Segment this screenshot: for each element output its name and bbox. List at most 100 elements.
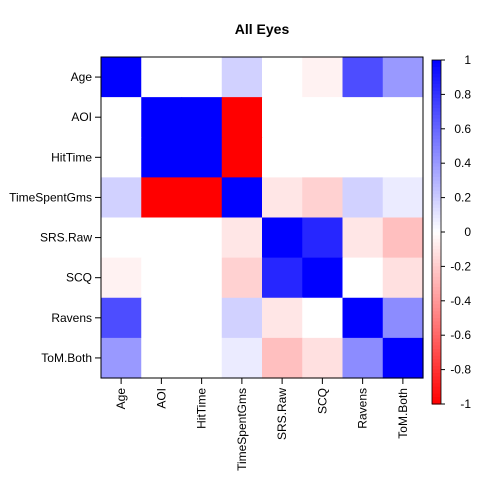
heatmap-cell <box>101 137 142 178</box>
x-tick-label: Ravens <box>356 388 370 429</box>
heatmap-cell <box>141 137 183 178</box>
colorbar-segment <box>432 300 441 305</box>
heatmap-cell <box>101 57 142 98</box>
heatmap-cell <box>181 57 223 98</box>
heatmap-cell <box>382 97 424 138</box>
heatmap-cell <box>302 257 344 299</box>
heatmap-cell <box>342 337 384 379</box>
heatmap-cell <box>221 257 263 299</box>
heatmap-cell <box>141 337 183 379</box>
colorbar-segment <box>432 225 441 230</box>
colorbar-segment <box>432 280 441 285</box>
heatmap-cell <box>101 97 142 138</box>
colorbar-segment <box>432 180 441 185</box>
y-tick-label: ToM.Both <box>41 351 92 365</box>
colorbar-tick-label: -0.6 <box>450 328 471 342</box>
heatmap-cell <box>221 137 263 178</box>
heatmap-cell <box>101 257 142 299</box>
colorbar-tick-label: -1 <box>460 397 471 411</box>
colorbar-segment <box>432 139 441 144</box>
colorbar-segment <box>432 283 441 288</box>
heatmap-cell <box>262 57 303 98</box>
colorbar-segment <box>432 390 441 395</box>
heatmap-cell <box>302 57 344 98</box>
heatmap-cell <box>382 297 424 339</box>
colorbar-segment <box>432 400 441 405</box>
colorbar-segment <box>432 121 441 126</box>
colorbar-segment <box>432 348 441 353</box>
heatmap-cell <box>342 57 384 98</box>
y-tick-label: AOI <box>71 110 92 124</box>
heatmap-cell <box>221 57 263 98</box>
heatmap-cell <box>262 97 303 138</box>
colorbar-segment <box>432 159 441 164</box>
colorbar-segment <box>432 249 441 254</box>
heatmap-cells <box>101 57 424 379</box>
heatmap-cell <box>141 297 183 339</box>
colorbar-segment <box>432 204 441 209</box>
colorbar-segment <box>432 218 441 223</box>
plot-frame <box>100 56 424 379</box>
colorbar-tick-label: -0.4 <box>450 294 471 308</box>
heatmap-cell <box>101 177 142 219</box>
heatmap-cell <box>181 177 223 219</box>
colorbar-segment <box>432 355 441 360</box>
colorbar-segment <box>432 60 441 65</box>
colorbar-segment <box>432 183 441 188</box>
colorbar-tick-label: -0.8 <box>450 363 471 377</box>
y-tick-label: TimeSpentGms <box>9 190 92 204</box>
heatmap-cell <box>342 137 384 178</box>
heatmap-cell <box>141 217 183 259</box>
heatmap-cell <box>382 57 424 98</box>
colorbar-segment <box>432 132 441 137</box>
colorbar-segment <box>432 293 441 298</box>
colorbar-segment <box>432 176 441 181</box>
y-tick-label: Ravens <box>51 311 92 325</box>
heatmap-cell <box>221 97 263 138</box>
colorbar-segment <box>432 214 441 219</box>
heatmap-cell <box>302 177 344 219</box>
colorbar-segment <box>432 297 441 302</box>
colorbar-segment <box>432 259 441 264</box>
heatmap-cell <box>342 177 384 219</box>
x-axis: Age AOI HitTime TimeSpentGms SRS.Raw SCQ Raven… <box>114 378 410 471</box>
colorbar-segment <box>432 221 441 226</box>
colorbar-segment <box>432 135 441 140</box>
heatmap-cell <box>342 217 384 259</box>
colorbar-segment <box>432 256 441 261</box>
heatmap-cell <box>101 337 142 379</box>
colorbar-segment <box>432 232 441 237</box>
colorbar-segment <box>432 266 441 271</box>
colorbar-segment <box>432 366 441 371</box>
y-tick-label: SRS.Raw <box>40 231 92 245</box>
x-tick-label: SCQ <box>315 388 329 414</box>
colorbar-segment <box>432 276 441 281</box>
colorbar-segment <box>432 321 441 326</box>
heatmap-cell <box>342 297 384 339</box>
heatmap-cell <box>141 177 183 219</box>
heatmap-cell <box>181 297 223 339</box>
heatmap-cell <box>262 177 303 219</box>
colorbar-segment <box>432 352 441 357</box>
colorbar-segment <box>432 331 441 336</box>
colorbar-segment <box>432 194 441 199</box>
colorbar-tick-label: 0.4 <box>454 156 471 170</box>
colorbar-segment <box>432 190 441 195</box>
heatmap-cell <box>382 137 424 178</box>
heatmap-cell <box>382 177 424 219</box>
colorbar-segment <box>432 273 441 278</box>
colorbar-segment <box>432 393 441 398</box>
colorbar-segment <box>432 152 441 157</box>
heatmap-cell <box>262 297 303 339</box>
colorbar: 1 0.8 0.6 0.4 0.2 0 -0.2 -0.4 -0.6 -0.8 -1 <box>431 53 471 411</box>
colorbar-segment <box>432 342 441 347</box>
colorbar-segment <box>432 245 441 250</box>
heatmap-cell <box>221 177 263 219</box>
colorbar-segment <box>432 66 441 71</box>
colorbar-segment <box>432 118 441 123</box>
colorbar-segment <box>432 379 441 384</box>
heatmap-cell <box>302 97 344 138</box>
colorbar-tick-label: 0.2 <box>454 191 471 205</box>
heatmap-cell <box>342 97 384 138</box>
